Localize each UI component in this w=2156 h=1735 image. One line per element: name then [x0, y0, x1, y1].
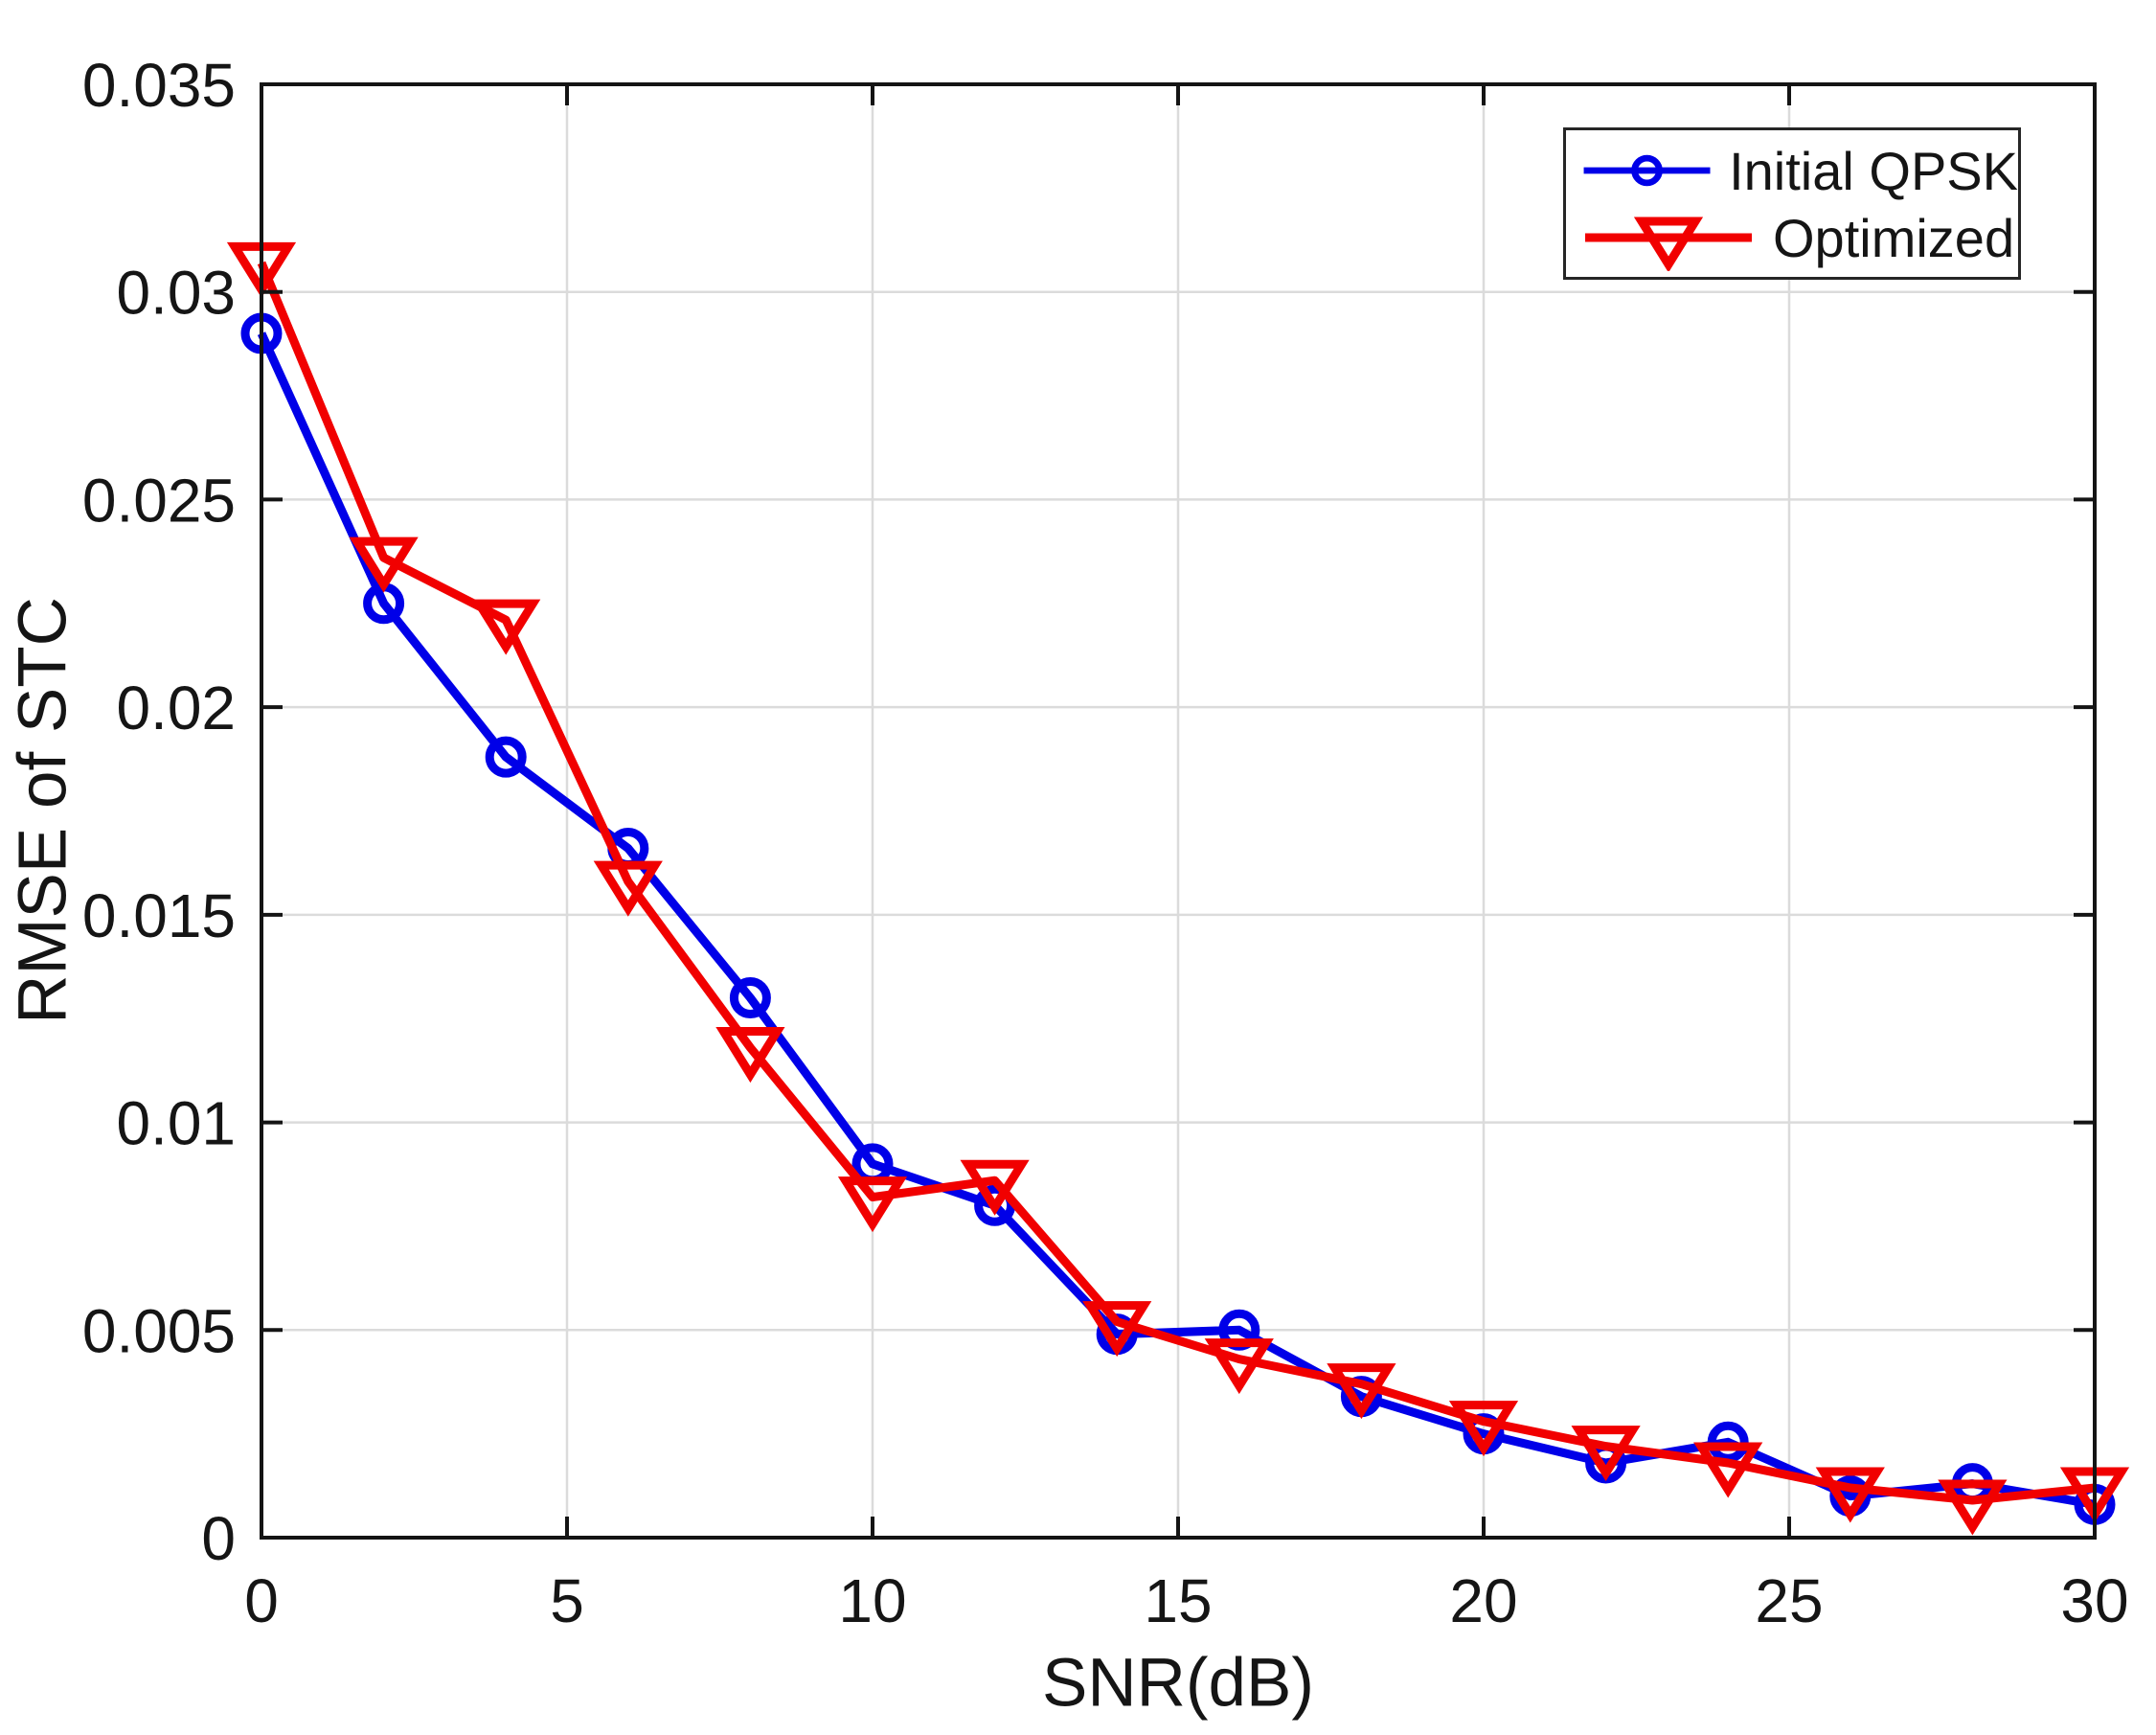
y-tick-label: 0.015 [82, 881, 236, 950]
marker-triangle-down [1938, 1479, 2008, 1536]
x-tick-label: 20 [1449, 1566, 1517, 1635]
marker-triangle-down [1693, 1442, 1763, 1498]
x-tick-label: 0 [244, 1566, 279, 1635]
tick-marks [260, 82, 2097, 1540]
marker-triangle-down [1633, 217, 1704, 271]
y-tick-label: 0.005 [82, 1296, 236, 1365]
x-tick-label: 30 [2060, 1566, 2128, 1635]
legend-sample-triangle-icon [1585, 217, 1752, 271]
x-tick-label: 5 [550, 1566, 584, 1635]
marker-circle [485, 736, 527, 778]
marker-triangle-down [837, 1176, 908, 1233]
series-line [257, 261, 2096, 1505]
marker-triangle-down [1327, 1363, 1396, 1420]
data-series [226, 241, 2130, 1536]
marker-triangle-down [960, 1159, 1030, 1216]
marker-triangle-down [1448, 1401, 1519, 1457]
y-tick-label: 0.02 [116, 673, 236, 742]
marker-triangle-down [593, 860, 663, 917]
x-tick-label: 10 [838, 1566, 906, 1635]
legend-label-optimized: Optimized [1773, 207, 2015, 268]
x-axis-label: SNR(dB) [1041, 1645, 1315, 1722]
marker-triangle-down [471, 599, 541, 655]
marker-triangle-down [715, 1027, 785, 1084]
legend: Initial QPSK Optimized [1563, 127, 2021, 280]
y-tick-label: 0.01 [116, 1089, 236, 1158]
legend-entry-initial-qpsk: Initial QPSK [1566, 137, 2018, 204]
marker-triangle-down [349, 536, 419, 593]
marker-circle [1707, 1421, 1749, 1463]
y-tick-label: 0.025 [82, 466, 236, 535]
x-tick-label: 25 [1755, 1566, 1823, 1635]
gridlines [261, 84, 2095, 1538]
legend-sample-circle-icon [1583, 154, 1711, 187]
series-initial-qpsk [240, 312, 2116, 1525]
marker-circle [729, 977, 771, 1019]
marker-triangle-down [1571, 1426, 1641, 1482]
y-axis-label: RMSE of STC [5, 597, 81, 1024]
tick-labels: 0 5 10 15 20 25 30 0 0.005 0.01 0.015 0.02 0.025 0.03… [82, 51, 2129, 1635]
legend-entry-optimized: Optimized [1566, 204, 2018, 271]
y-tick-label: 0 [201, 1504, 236, 1573]
marker-circle [1631, 154, 1663, 187]
y-tick-label: 0.03 [116, 259, 236, 328]
legend-label-initial-qpsk: Initial QPSK [1729, 140, 2018, 201]
series-line [257, 331, 2096, 1509]
y-tick-label: 0.035 [82, 51, 236, 120]
marker-triangle-down [1082, 1301, 1152, 1358]
marker-triangle-down [1815, 1467, 1885, 1523]
x-tick-label: 15 [1144, 1566, 1212, 1635]
marker-triangle-down [1204, 1338, 1274, 1395]
